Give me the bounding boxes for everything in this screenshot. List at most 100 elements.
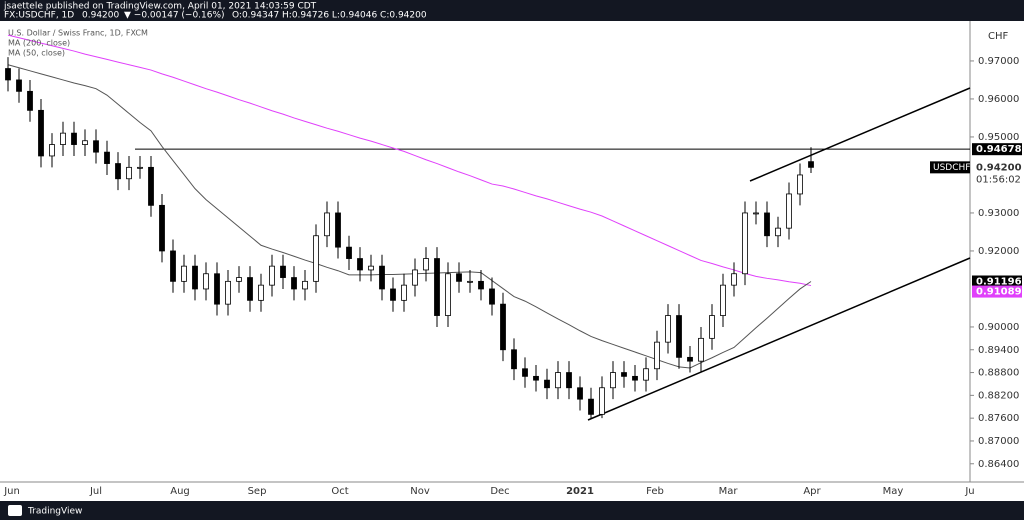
- candle-body: [500, 303, 506, 351]
- candle-body: [511, 349, 517, 370]
- candle-body: [214, 273, 220, 305]
- ma-line: [7, 64, 812, 369]
- candle-body: [82, 140, 88, 145]
- candle-body: [324, 212, 330, 237]
- candle-body: [192, 265, 198, 290]
- symbol: FX:USDCHF, 1D: [4, 11, 74, 21]
- y-tick-label: 0.93000: [978, 208, 1019, 219]
- price-label-box: [972, 285, 1022, 298]
- candle-body: [247, 277, 253, 301]
- price-label: 0.91196: [976, 277, 1022, 288]
- y-tick-label: 0.89400: [978, 345, 1019, 356]
- x-tick-label: 2021: [566, 486, 594, 497]
- x-tick-label: Dec: [490, 486, 509, 497]
- brand: TradingView: [27, 507, 82, 517]
- candle-body: [522, 368, 528, 377]
- last-price-box: [972, 161, 1022, 187]
- candle-body: [126, 166, 132, 180]
- currency: CHF: [988, 31, 1009, 42]
- last-price-label: 0.94200: [976, 162, 1022, 173]
- candle-body: [786, 193, 792, 229]
- publisher: jsaettele published on TradingView.com, …: [3, 2, 317, 12]
- candle-body: [434, 258, 440, 316]
- candle-body: [775, 227, 781, 237]
- candle-body: [302, 280, 308, 290]
- candle-body: [148, 166, 154, 206]
- candle-body: [610, 372, 616, 389]
- ohlc: O:0.94347 H:0.94726 L:0.94046 C:0.94200: [232, 11, 427, 21]
- y-tick-label: 0.90000: [978, 322, 1019, 333]
- candle-body: [797, 174, 803, 195]
- x-tick-label: Mar: [719, 486, 739, 497]
- x-tick-label: Oct: [331, 486, 348, 497]
- candle-body: [533, 375, 539, 381]
- candle-body: [599, 387, 605, 415]
- candle-body: [753, 212, 759, 215]
- x-tick-label: Feb: [646, 486, 664, 497]
- candle-body: [401, 284, 407, 301]
- candle-body: [588, 398, 594, 415]
- x-tick-label: Sep: [248, 486, 267, 497]
- candle-body: [280, 265, 286, 278]
- candle-body: [49, 144, 55, 157]
- trendline: [749, 87, 971, 182]
- candle-body: [313, 235, 319, 282]
- candle-body: [489, 288, 495, 305]
- candle-body: [16, 79, 22, 92]
- candle-body: [423, 258, 429, 271]
- chart-title: U.S. Dollar / Swiss Franc, 1D, FXCM: [8, 29, 148, 38]
- candle-body: [698, 337, 704, 362]
- candle-body: [720, 284, 726, 316]
- candle-body: [71, 132, 77, 145]
- candle-body: [456, 273, 462, 282]
- y-tick-label: 0.87600: [978, 413, 1019, 424]
- trendline: [587, 257, 971, 421]
- candle-body: [258, 284, 264, 301]
- candle-body: [27, 90, 33, 111]
- x-tick-label: Apr: [803, 486, 821, 497]
- symbol-box: [930, 161, 970, 174]
- candle-body: [665, 315, 671, 343]
- countdown: 01:56:02: [976, 174, 1021, 185]
- candle-body: [555, 372, 561, 389]
- candle-body: [170, 250, 176, 282]
- candle-body: [412, 269, 418, 286]
- candle-body: [159, 204, 165, 252]
- change: ▼ −0.00147 (−0.16%): [124, 11, 225, 21]
- candle-body: [115, 163, 121, 180]
- y-tick-label: 0.97000: [978, 56, 1019, 67]
- plot-area: [0, 21, 1024, 501]
- brand-logo: [8, 505, 22, 516]
- ma-line: [7, 34, 812, 287]
- candle-body: [346, 246, 352, 259]
- price-label-box: [972, 275, 1022, 288]
- x-tick-label: Nov: [410, 486, 430, 497]
- y-tick-label: 0.96000: [978, 94, 1019, 105]
- candle-body: [632, 375, 638, 381]
- candle-body: [808, 161, 814, 168]
- candle-body: [654, 341, 660, 370]
- x-tick-label: Jul: [89, 486, 102, 497]
- x-tick-label: Aug: [170, 486, 190, 497]
- x-tick-label: May: [883, 486, 904, 497]
- candle-body: [764, 212, 770, 237]
- legend-entry: MA (200, close): [8, 39, 70, 48]
- candle-body: [60, 132, 66, 145]
- candle-body: [544, 379, 550, 389]
- x-tick-label: Ju: [964, 486, 974, 497]
- candle-body: [137, 166, 143, 169]
- candle-body: [687, 356, 693, 362]
- candle-body: [357, 258, 363, 271]
- legend-entry: MA (50, close): [8, 49, 65, 58]
- candle-body: [709, 315, 715, 339]
- candle-body: [181, 265, 187, 282]
- symbol-label: USDCHF: [933, 163, 970, 173]
- y-tick-label: 0.92000: [978, 246, 1019, 257]
- candle-body: [225, 280, 231, 305]
- candle-body: [577, 387, 583, 400]
- candle-body: [38, 109, 44, 157]
- candle-body: [236, 277, 242, 282]
- y-tick-label: 0.87000: [978, 436, 1019, 447]
